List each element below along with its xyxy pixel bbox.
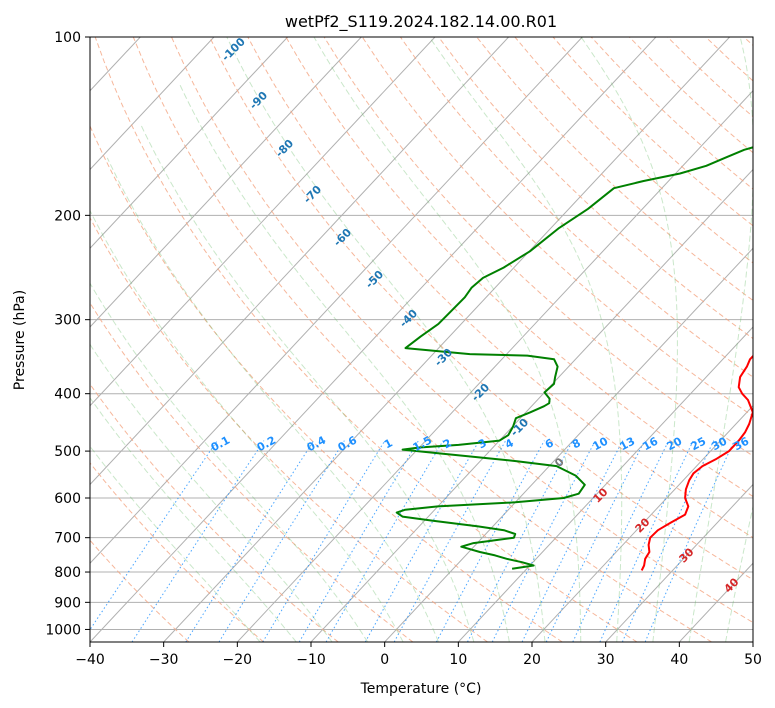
dry-adiabat bbox=[247, 37, 753, 539]
isotherm-line bbox=[90, 37, 657, 642]
mixing-ratio-label: 30 bbox=[710, 434, 730, 453]
data-layer bbox=[395, 146, 753, 571]
moist-adiabat bbox=[226, 37, 546, 642]
mixing-ratio-label: 13 bbox=[618, 435, 638, 454]
mixing-ratio-line bbox=[298, 440, 419, 642]
isotherm-line bbox=[752, 641, 753, 642]
mixing-ratio-line bbox=[90, 440, 218, 631]
dry-adiabat bbox=[90, 302, 414, 642]
isotherm-line bbox=[163, 37, 731, 642]
y-tick-label: 700 bbox=[54, 531, 81, 547]
mixing-ratio-label: 10 bbox=[591, 434, 611, 453]
y-tick-label: 600 bbox=[54, 491, 81, 507]
mixing-ratio-line bbox=[262, 440, 386, 642]
mixing-ratio-label: 20 bbox=[665, 434, 685, 453]
moist-adiabat bbox=[580, 37, 678, 642]
mixing-ratio-line bbox=[185, 440, 315, 642]
mixing-ratio-line bbox=[545, 440, 646, 642]
x-tick-label: −10 bbox=[296, 652, 326, 668]
mixing-ratio-line bbox=[218, 440, 345, 642]
moist-adiabat bbox=[179, 83, 510, 642]
x-tick-label: 40 bbox=[670, 652, 688, 668]
y-tick-label: 200 bbox=[54, 208, 81, 224]
x-tick-label: 50 bbox=[744, 652, 762, 668]
x-tick-label: −40 bbox=[75, 652, 105, 668]
y-tick-label: 1000 bbox=[45, 622, 81, 638]
isotherm-line bbox=[531, 405, 753, 642]
y-tick-label: 800 bbox=[54, 565, 81, 581]
x-tick-label: −20 bbox=[223, 652, 253, 668]
dry-adiabat bbox=[285, 37, 753, 498]
dry-adiabat bbox=[90, 216, 488, 642]
mixing-ratio-line bbox=[435, 440, 545, 642]
isotherm-line bbox=[90, 37, 362, 328]
mixing-ratio-line bbox=[644, 440, 735, 642]
x-tick-label: 0 bbox=[380, 652, 389, 668]
dry-adiabat bbox=[90, 539, 190, 642]
grid-layer bbox=[0, 37, 753, 642]
moist-adiabat bbox=[139, 123, 475, 642]
temperature-trace bbox=[640, 354, 753, 571]
dry-adiabat bbox=[90, 462, 264, 642]
dry-adiabat bbox=[323, 37, 753, 457]
moist-adiabat bbox=[90, 445, 261, 642]
dry-adiabat bbox=[90, 124, 563, 642]
y-axis-title: Pressure (hPa) bbox=[12, 290, 28, 390]
x-tick-label: 10 bbox=[449, 652, 467, 668]
dry-adiabat bbox=[94, 37, 638, 642]
mixing-ratio-line bbox=[364, 440, 480, 642]
moist-adiabat bbox=[90, 209, 404, 642]
isotherm-line bbox=[605, 483, 753, 642]
isotherm-line bbox=[90, 37, 436, 407]
isotherm-line bbox=[90, 37, 583, 564]
x-tick-label: 30 bbox=[597, 652, 615, 668]
dry-adiabat bbox=[132, 37, 712, 642]
y-tick-label: 900 bbox=[54, 595, 81, 611]
isotherm-line bbox=[90, 37, 215, 171]
chart-title: wetPf2_S119.2024.182.14.00.R01 bbox=[285, 12, 557, 32]
mixing-ratio-line bbox=[599, 440, 694, 642]
isotherm-line bbox=[0, 37, 67, 642]
mixing-ratio-line bbox=[521, 440, 624, 642]
moist-adiabat bbox=[90, 282, 369, 642]
moist-adiabat bbox=[90, 343, 333, 642]
mixing-ratio-label: 36 bbox=[732, 434, 752, 453]
isotherm-line bbox=[90, 37, 289, 250]
mixing-ratio-line bbox=[131, 440, 265, 642]
plot-frame bbox=[89, 36, 754, 643]
mixing-ratio-line bbox=[621, 440, 715, 642]
moist-adiabat bbox=[688, 37, 753, 642]
mixing-ratio-line bbox=[393, 440, 507, 642]
mixing-ratio-label: 16 bbox=[641, 434, 661, 453]
moist-adiabat bbox=[90, 397, 297, 642]
y-tick-label: 400 bbox=[54, 387, 81, 403]
y-tick-label: 100 bbox=[54, 30, 81, 46]
isotherm-line bbox=[384, 247, 753, 642]
isotherm-line bbox=[457, 326, 753, 642]
x-tick-label: 20 bbox=[523, 652, 541, 668]
moist-adiabat bbox=[106, 157, 439, 642]
isotherm-line bbox=[90, 37, 510, 486]
dry-adiabat bbox=[399, 37, 753, 378]
axis-layer: −40 −30 −20 −10 0 10 20 30 40 50 100 200 300 400 500 60… bbox=[45, 30, 762, 668]
dewpoint-trace bbox=[395, 146, 753, 570]
y-tick-label: 300 bbox=[54, 313, 81, 329]
dry-adiabat bbox=[171, 37, 753, 624]
plot-background bbox=[90, 37, 753, 642]
x-tick-label: −30 bbox=[149, 652, 179, 668]
x-axis-title: Temperature (°C) bbox=[360, 681, 482, 697]
mixing-ratio-line bbox=[325, 440, 444, 642]
isotherm-line bbox=[236, 90, 753, 642]
dry-adiabat bbox=[209, 37, 753, 581]
dry-adiabat bbox=[438, 37, 753, 340]
mixing-ratio-label: 25 bbox=[689, 435, 709, 454]
y-tick-label: 500 bbox=[54, 444, 81, 460]
